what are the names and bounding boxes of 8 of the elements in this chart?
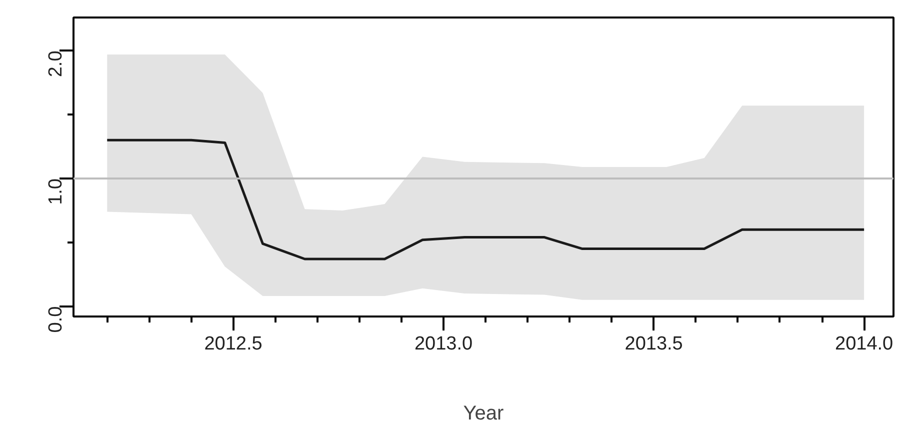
x-tick-label: 2014.0 — [835, 334, 894, 354]
y-tick-label: 0.0 — [46, 306, 66, 333]
x-tick-label: 2013.0 — [414, 334, 473, 354]
x-tick-label: 2013.5 — [624, 334, 683, 354]
x-tick-label: 2012.5 — [204, 334, 262, 354]
y-tick-label: 1.0 — [46, 178, 66, 205]
y-tick-label: 2.0 — [46, 50, 66, 78]
x-axis-title: Year — [463, 402, 504, 424]
